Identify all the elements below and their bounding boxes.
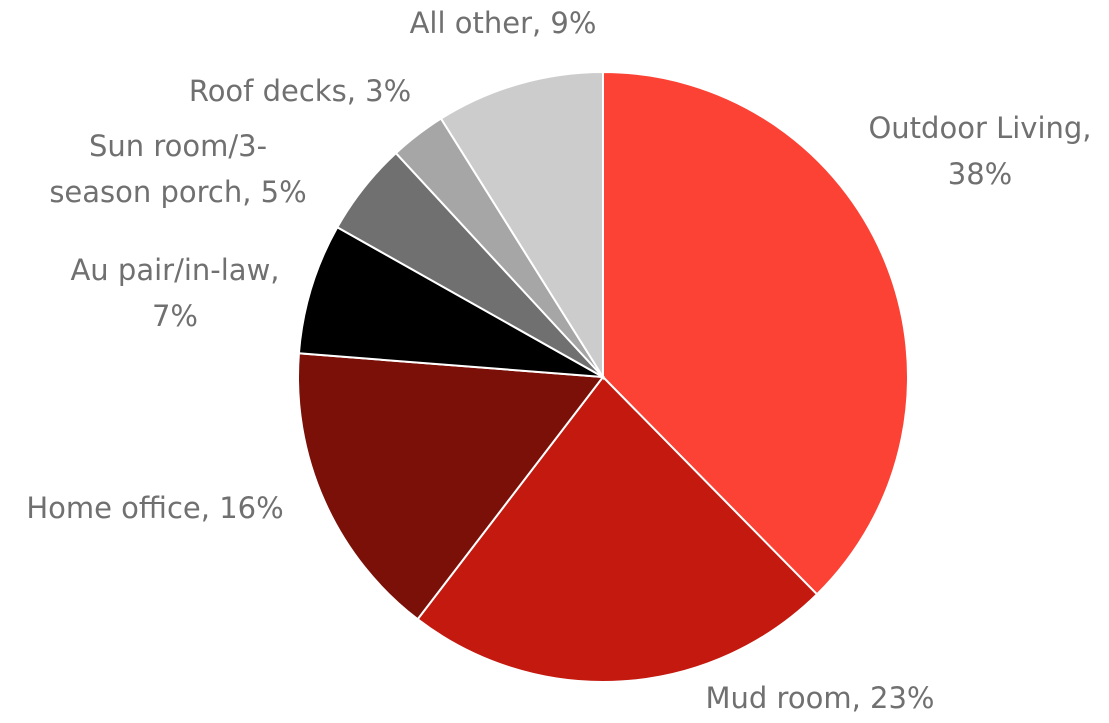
- pie-slice: [416, 375, 819, 683]
- slice-label: season porch, 5%: [49, 175, 306, 209]
- slice-label: Au pair/in-law,: [70, 253, 279, 287]
- slice-label: Sun room/3-: [89, 129, 267, 163]
- pie-slice: [439, 70, 604, 381]
- slice-label: Mud room, 23%: [706, 681, 935, 715]
- pie-slice: [297, 352, 605, 621]
- slice-label: 7%: [152, 299, 198, 333]
- slice-label: Outdoor Living,: [868, 111, 1091, 145]
- slice-label: Home office, 16%: [26, 491, 283, 525]
- slice-label: All other, 9%: [410, 6, 597, 40]
- pie-slice: [297, 225, 604, 378]
- pie-slice: [602, 70, 909, 596]
- slice-label: 38%: [948, 157, 1012, 191]
- slice-label: Roof decks, 3%: [189, 74, 411, 108]
